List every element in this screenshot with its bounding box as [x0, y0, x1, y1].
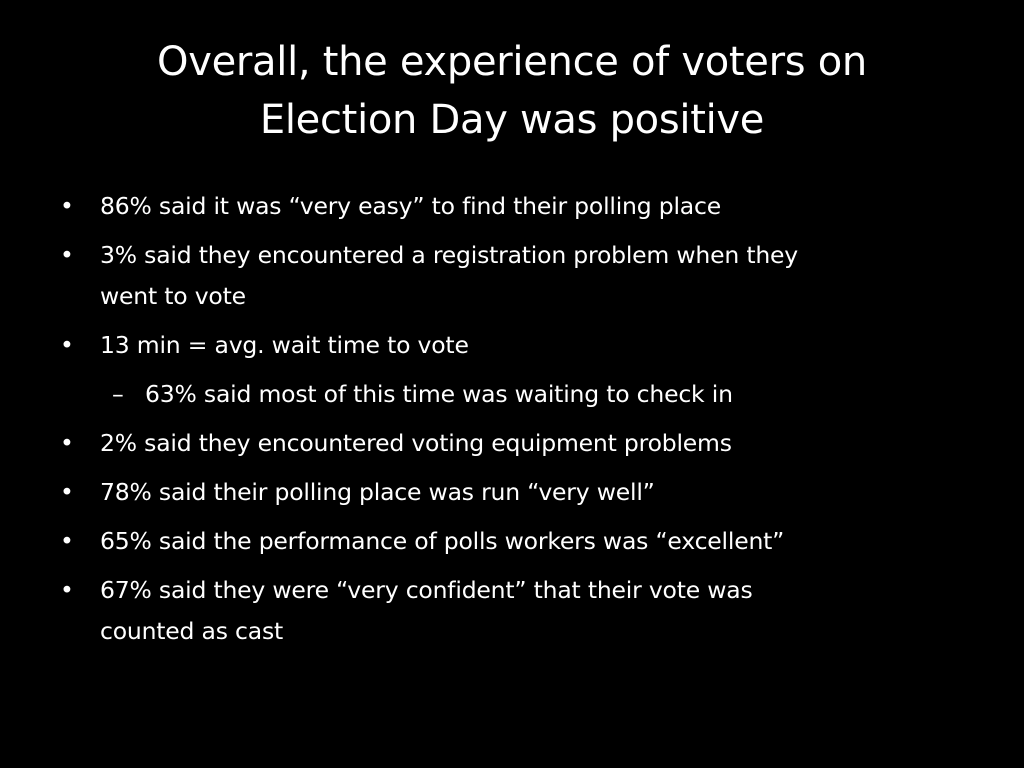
bullet-item-3: • 13 min = avg. wait time to vote — [56, 325, 956, 366]
bullet-item-4: • 2% said they encountered voting equipm… — [56, 423, 956, 464]
bullet-text: 67% said they were “very confident” that… — [100, 576, 753, 604]
bullet-marker: • — [60, 576, 74, 604]
bullet-text-continued: went to vote — [100, 282, 246, 310]
dash-marker: – — [112, 380, 124, 408]
bullet-item-7: • 67% said they were “very confident” th… — [56, 570, 956, 652]
sub-bullet-item: – 63% said most of this time was waiting… — [56, 374, 956, 415]
bullet-text: 65% said the performance of polls worker… — [100, 527, 785, 555]
slide-title: Overall, the experience of voters on Ele… — [60, 33, 964, 149]
bullet-marker: • — [60, 331, 74, 359]
bullet-text-continued: counted as cast — [100, 617, 284, 645]
bullet-item-1: • 86% said it was “very easy” to find th… — [56, 186, 956, 227]
bullet-text: 78% said their polling place was run “ve… — [100, 478, 655, 506]
bullet-marker: • — [60, 429, 74, 457]
bullet-marker: • — [60, 192, 74, 220]
title-line: Election Day was positive — [259, 97, 765, 143]
bullet-marker: • — [60, 241, 74, 269]
sub-bullet-text: 63% said most of this time was waiting t… — [145, 380, 733, 408]
bullet-item-2: • 3% said they encountered a registratio… — [56, 235, 956, 317]
bullet-item-6: • 65% said the performance of polls work… — [56, 521, 956, 562]
bullet-text: 86% said it was “very easy” to find thei… — [100, 192, 721, 220]
title-line: Overall, the experience of voters on — [157, 39, 867, 85]
bullet-list: • 86% said it was “very easy” to find th… — [56, 186, 956, 660]
bullet-marker: • — [60, 478, 74, 506]
bullet-text: 13 min = avg. wait time to vote — [100, 331, 469, 359]
bullet-text: 2% said they encountered voting equipmen… — [100, 429, 732, 457]
bullet-marker: • — [60, 527, 74, 555]
bullet-item-5: • 78% said their polling place was run “… — [56, 472, 956, 513]
bullet-text: 3% said they encountered a registration … — [100, 241, 798, 269]
